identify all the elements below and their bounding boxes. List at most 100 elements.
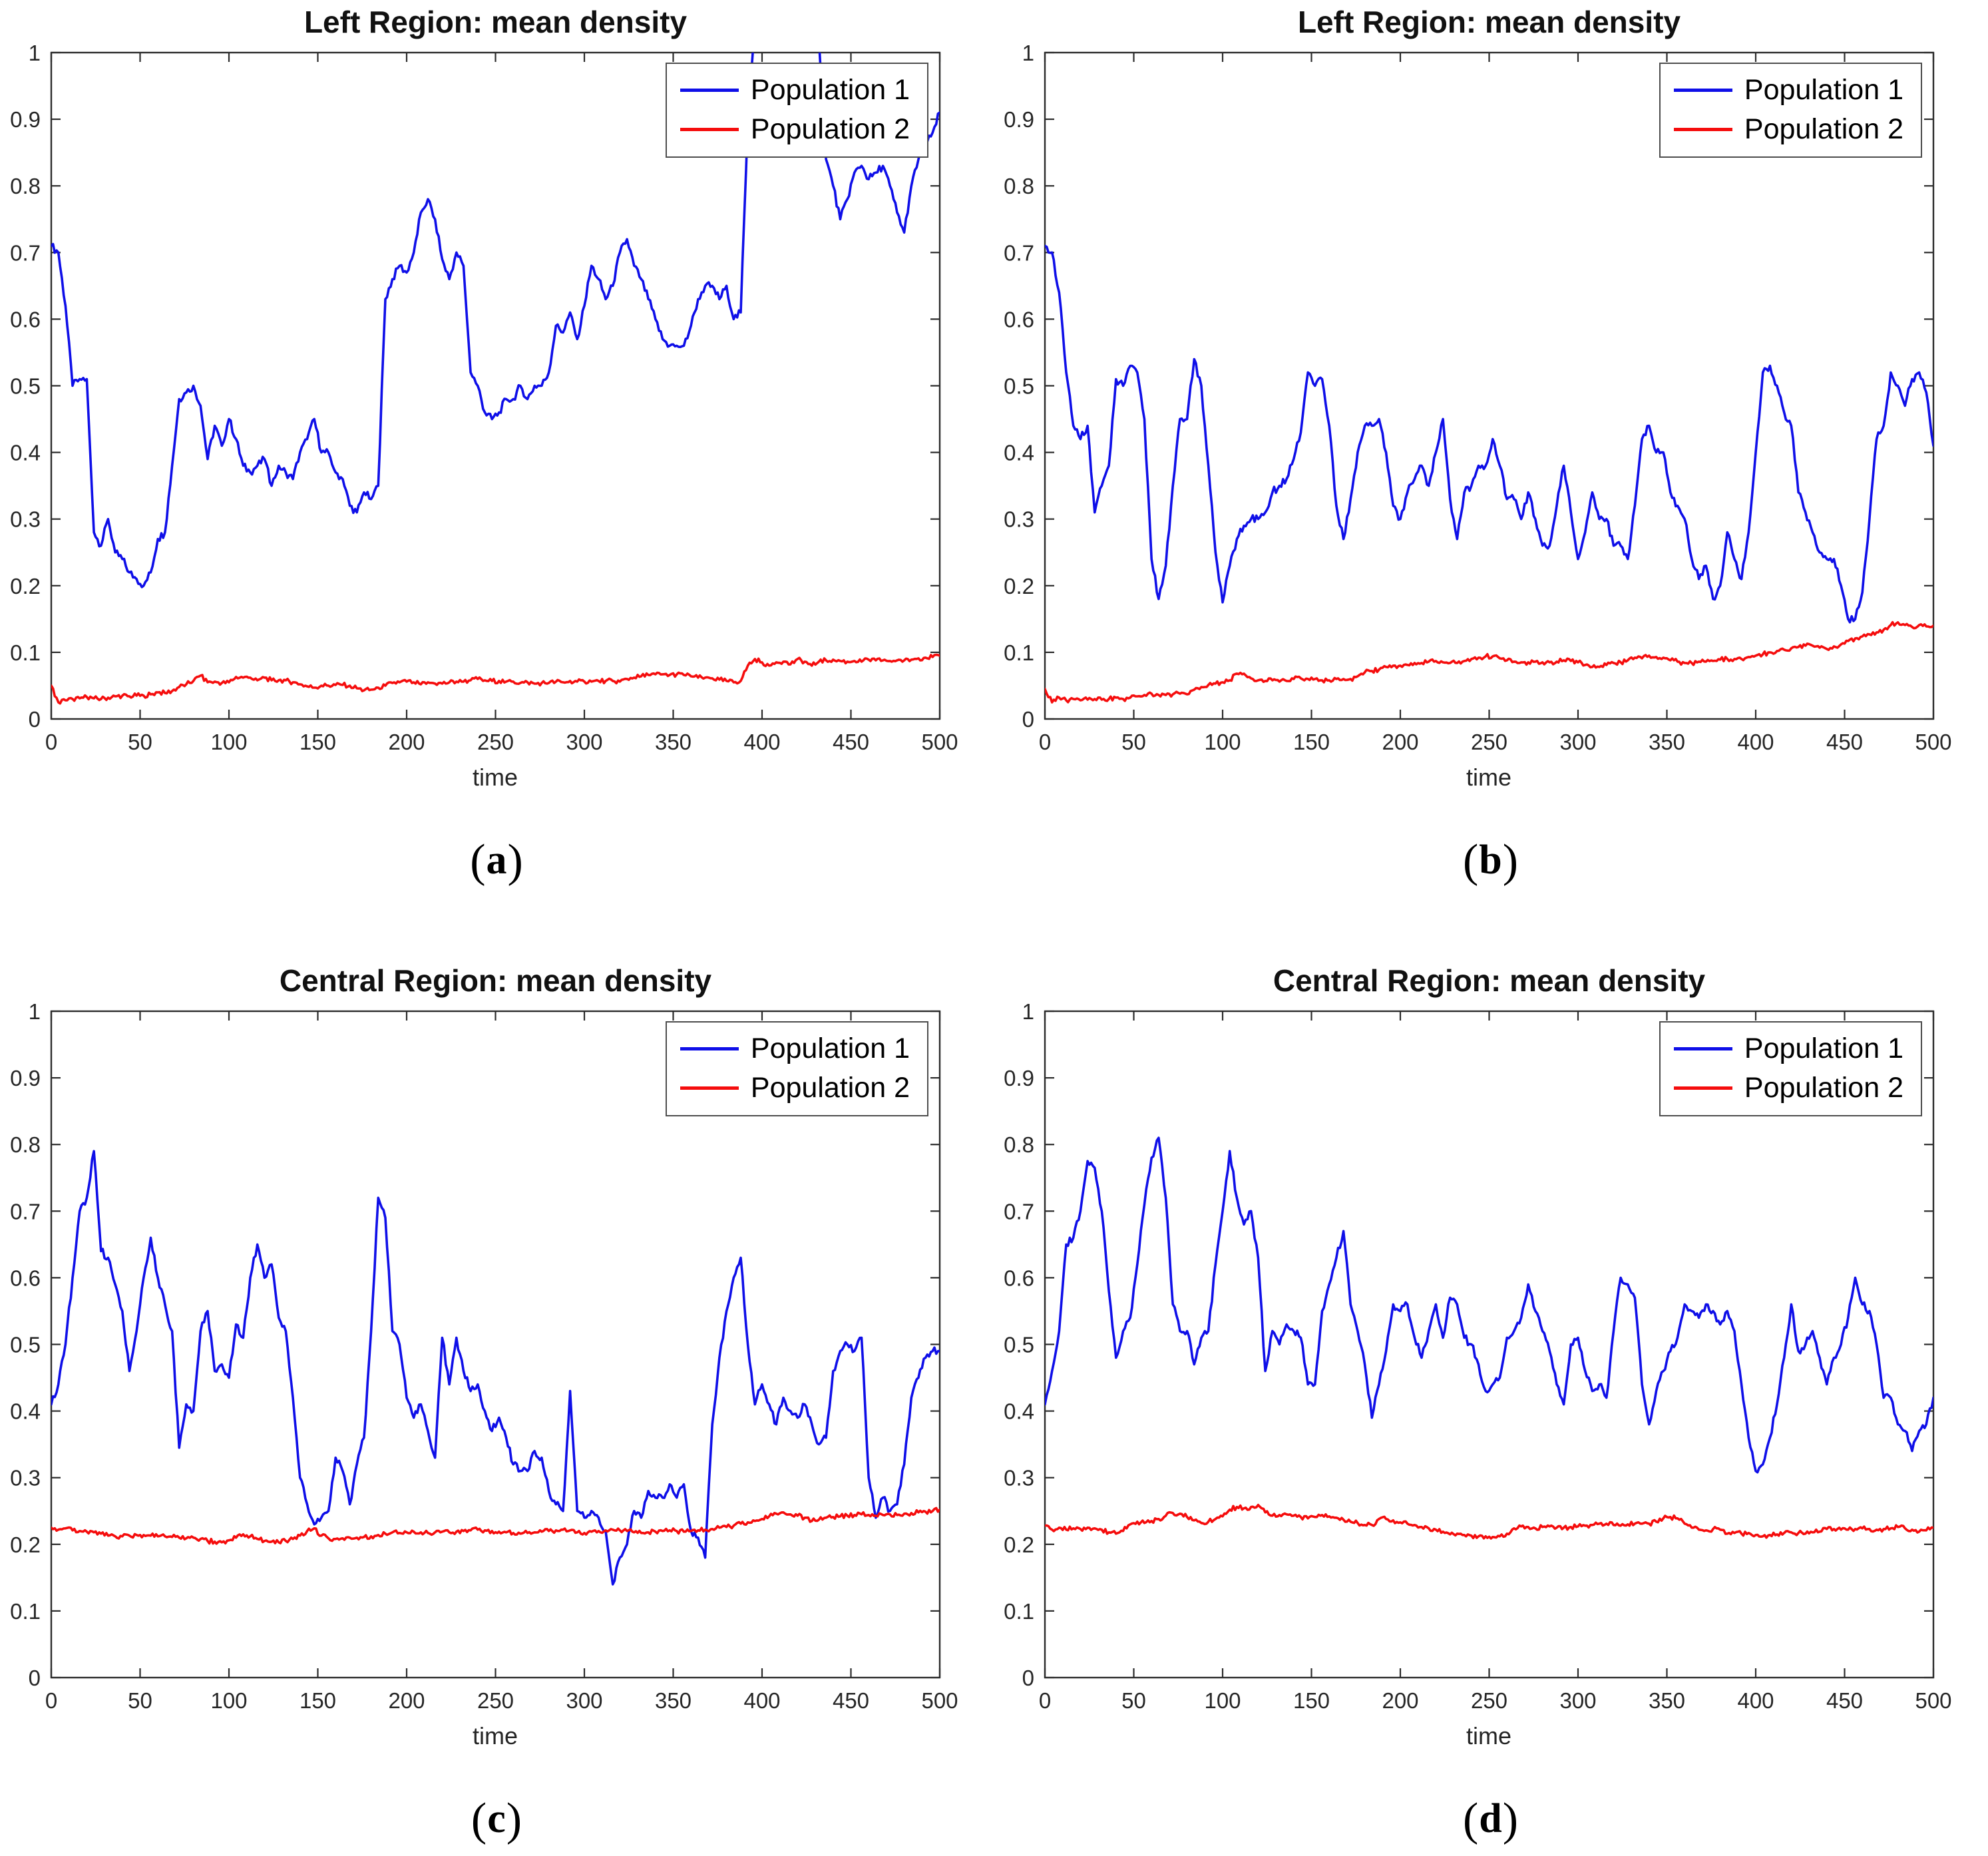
- svg-text:300: 300: [1559, 1688, 1596, 1713]
- svg-text:0.6: 0.6: [1004, 307, 1034, 332]
- caption-paren: (: [1462, 835, 1480, 887]
- svg-text:0: 0: [1022, 1666, 1034, 1690]
- svg-text:0: 0: [1039, 1688, 1051, 1713]
- svg-text:0.9: 0.9: [1004, 107, 1034, 132]
- svg-text:500: 500: [921, 730, 958, 754]
- svg-text:100: 100: [1204, 730, 1241, 754]
- legend-line-population-2-icon: [680, 1086, 739, 1090]
- svg-text:0.7: 0.7: [1004, 1199, 1034, 1224]
- legend: Population 1 Population 2: [1659, 1021, 1922, 1116]
- svg-text:0.1: 0.1: [1004, 640, 1034, 665]
- chart-a: Left Region: mean density time 0 50 100 150…: [0, 0, 994, 825]
- svg-text:0.9: 0.9: [10, 1066, 41, 1090]
- svg-text:400: 400: [1737, 730, 1774, 754]
- svg-text:0.1: 0.1: [1004, 1599, 1034, 1624]
- svg-text:0.7: 0.7: [10, 240, 41, 265]
- svg-text:0.3: 0.3: [10, 1466, 41, 1491]
- svg-text:1: 1: [1022, 41, 1034, 65]
- legend-item-population-1: Population 1: [680, 1033, 910, 1064]
- svg-text:150: 150: [1293, 1688, 1330, 1713]
- svg-text:100: 100: [210, 1688, 247, 1713]
- svg-text:500: 500: [921, 1688, 958, 1713]
- legend-item-population-2: Population 2: [1673, 113, 1903, 146]
- chart-c-plot-area: time 0 50 100 150 200 250 300 350 400 450 500 0 0.1 0…: [10, 999, 958, 1749]
- svg-text:250: 250: [477, 730, 514, 754]
- caption-letter: d: [1479, 1796, 1503, 1841]
- subfigure-label-c: (c): [0, 1793, 994, 1847]
- legend-label: Population 1: [1744, 1033, 1903, 1064]
- svg-text:250: 250: [477, 1688, 514, 1713]
- legend-item-population-2: Population 2: [680, 113, 910, 146]
- chart-d-title: Central Region: mean density: [1273, 963, 1706, 998]
- panel-c: Central Region: mean density time 0 50 100…: [0, 928, 994, 1856]
- legend-item-population-2: Population 2: [680, 1072, 910, 1104]
- svg-text:50: 50: [128, 1688, 152, 1713]
- legend-line-population-2-icon: [680, 128, 739, 132]
- svg-text:100: 100: [1204, 1688, 1241, 1713]
- svg-text:50: 50: [128, 730, 152, 754]
- svg-text:350: 350: [655, 730, 692, 754]
- svg-text:0.7: 0.7: [10, 1199, 41, 1224]
- legend: Population 1 Population 2: [665, 63, 928, 158]
- svg-text:0: 0: [1022, 707, 1034, 732]
- svg-text:0.5: 0.5: [1004, 1333, 1034, 1357]
- legend-item-population-2: Population 2: [1673, 1072, 1903, 1104]
- svg-text:0: 0: [1039, 730, 1051, 754]
- svg-text:0.4: 0.4: [1004, 441, 1034, 465]
- panel-d: Central Region: mean density time 0 50 100…: [994, 928, 1988, 1856]
- caption-paren: (: [470, 835, 487, 887]
- svg-text:0: 0: [45, 730, 57, 754]
- svg-text:1: 1: [1022, 999, 1034, 1024]
- svg-text:450: 450: [1826, 1688, 1863, 1713]
- chart-d: Central Region: mean density time 0 50 100…: [994, 959, 1987, 1784]
- svg-text:0.8: 0.8: [10, 174, 41, 198]
- svg-text:150: 150: [299, 1688, 336, 1713]
- legend-label: Population 2: [1744, 1072, 1903, 1104]
- legend-label: Population 2: [1744, 113, 1903, 146]
- svg-text:0.5: 0.5: [1004, 374, 1034, 399]
- subfigure-label-b: (b): [994, 835, 1988, 888]
- svg-text:0.1: 0.1: [10, 1599, 41, 1624]
- svg-text:0.7: 0.7: [1004, 240, 1034, 265]
- svg-text:0.2: 0.2: [10, 574, 41, 598]
- svg-text:0.4: 0.4: [10, 1399, 41, 1424]
- x-axis-label: time: [1466, 764, 1511, 791]
- caption-letter: c: [487, 1796, 506, 1841]
- legend-line-population-1-icon: [680, 1047, 739, 1051]
- svg-text:300: 300: [1559, 730, 1596, 754]
- svg-text:250: 250: [1471, 1688, 1507, 1713]
- caption-letter: b: [1479, 837, 1503, 883]
- x-axis-label: time: [473, 1722, 518, 1749]
- svg-text:0.4: 0.4: [10, 441, 41, 465]
- chart-b: Left Region: mean density time 0 50 100 150…: [994, 0, 1987, 825]
- legend-label: Population 2: [750, 1072, 910, 1104]
- svg-text:250: 250: [1471, 730, 1507, 754]
- svg-text:150: 150: [1293, 730, 1330, 754]
- legend-line-population-2-icon: [1673, 1086, 1732, 1090]
- legend: Population 1 Population 2: [1659, 63, 1922, 158]
- svg-text:50: 50: [1121, 730, 1146, 754]
- panel-b: Left Region: mean density time 0 50 100 150…: [994, 0, 1988, 928]
- legend-line-population-1-icon: [1673, 89, 1732, 93]
- svg-text:200: 200: [388, 1688, 425, 1713]
- svg-text:200: 200: [388, 730, 425, 754]
- panel-a: Left Region: mean density time 0 50 100 150…: [0, 0, 994, 928]
- svg-text:300: 300: [566, 1688, 602, 1713]
- svg-text:500: 500: [1915, 1688, 1951, 1713]
- svg-text:400: 400: [1737, 1688, 1774, 1713]
- svg-text:450: 450: [1826, 730, 1863, 754]
- svg-text:100: 100: [210, 730, 247, 754]
- chart-a-plot-area: time 0 50 100 150 200 250 300 350 400 450 500 0 0.1 0…: [10, 41, 958, 791]
- svg-text:0.3: 0.3: [10, 507, 41, 532]
- legend-label: Population 2: [750, 113, 910, 146]
- svg-text:0.2: 0.2: [1004, 1532, 1034, 1557]
- svg-text:350: 350: [1649, 730, 1685, 754]
- svg-text:50: 50: [1121, 1688, 1146, 1713]
- svg-text:200: 200: [1382, 730, 1418, 754]
- svg-text:150: 150: [299, 730, 336, 754]
- svg-text:0.8: 0.8: [1004, 174, 1034, 198]
- svg-text:0.6: 0.6: [10, 307, 41, 332]
- chart-c-title: Central Region: mean density: [279, 963, 712, 998]
- legend-item-population-1: Population 1: [1673, 74, 1903, 106]
